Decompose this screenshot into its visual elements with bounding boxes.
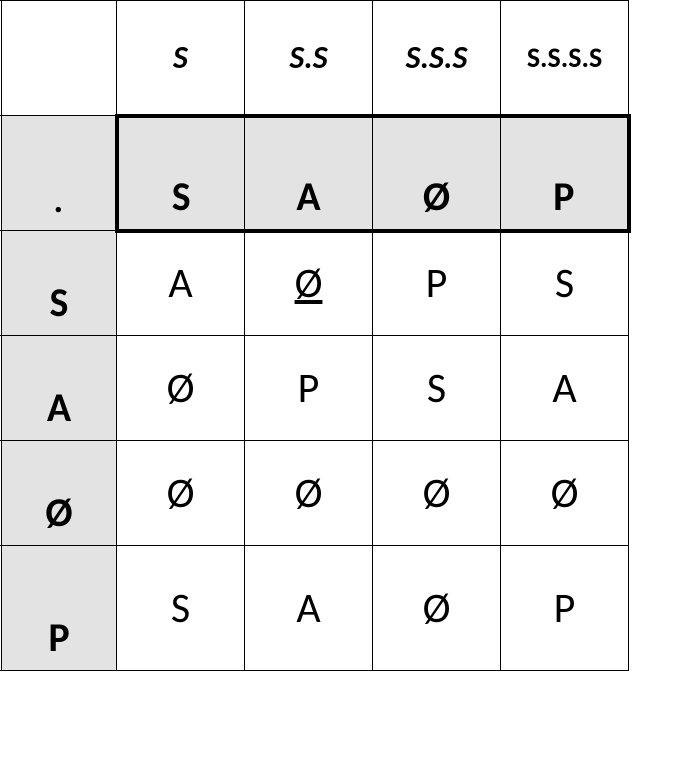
row-label: A — [2, 336, 117, 441]
cell: A — [117, 231, 245, 336]
row-label-dot: . — [2, 116, 117, 231]
row-label: Ø — [2, 441, 117, 546]
cell: S — [501, 231, 629, 336]
col-header: S.S — [245, 1, 373, 116]
cell: A — [245, 546, 373, 671]
cell: P — [501, 546, 629, 671]
cell: Ø — [245, 231, 373, 336]
cell: Ø — [501, 441, 629, 546]
col-header: S.S.S.S — [501, 1, 629, 116]
cell: S — [373, 336, 501, 441]
cell: P — [245, 336, 373, 441]
col-header: S.S.S — [373, 1, 501, 116]
band-header: Ø — [373, 116, 501, 231]
cell: S — [117, 546, 245, 671]
col-header: S — [117, 1, 245, 116]
row-label: P — [2, 546, 117, 671]
cell: Ø — [373, 441, 501, 546]
band-header: P — [501, 116, 629, 231]
cell: P — [373, 231, 501, 336]
cell: Ø — [117, 441, 245, 546]
cell: Ø — [117, 336, 245, 441]
band-header: A — [245, 116, 373, 231]
cell: A — [501, 336, 629, 441]
cell: Ø — [373, 546, 501, 671]
row-label: S — [2, 231, 117, 336]
band-header: S — [117, 116, 245, 231]
corner — [2, 1, 117, 116]
saop-matrix: S S.S S.S.S S.S.S.S . S A Ø P S A Ø P S … — [0, 0, 631, 671]
cell: Ø — [245, 441, 373, 546]
